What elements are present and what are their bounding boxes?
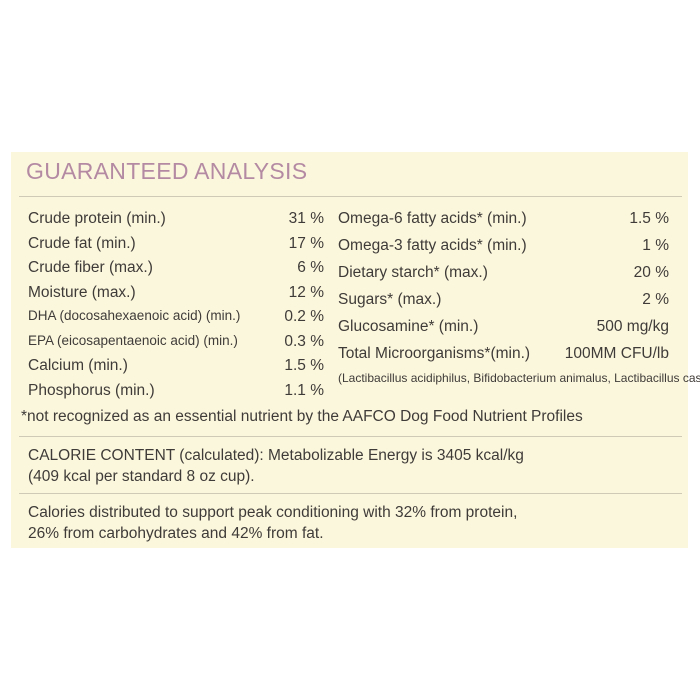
nutrient-label: Omega-6 fatty acids* (min.) (338, 210, 527, 227)
guaranteed-analysis-panel: GUARANTEED ANALYSIS Crude protein (min.)… (11, 152, 700, 548)
microorganisms-value: 100MM CFU/lb (564, 345, 669, 362)
microorganisms-label: Total Microorganisms*(min.) (338, 345, 531, 362)
nutrient-label: Dietary starch* (max.) (338, 264, 488, 281)
distribution-line-1: Calories distributed to support peak con… (28, 504, 518, 521)
nutrient-row: Dietary starch* (max.) 20 % (338, 264, 669, 291)
right-nutrient-column: Omega-6 fatty acids* (min.) 1.5 % Omega-… (338, 210, 700, 397)
nutrient-value: 1.1 % (284, 381, 324, 399)
footnote-divider (19, 436, 682, 437)
calorie-line-1: CALORIE CONTENT (calculated): Metaboliza… (28, 447, 524, 464)
calorie-divider (19, 493, 682, 494)
nutrient-value: 20 % (633, 264, 669, 281)
nutrient-row: Omega-3 fatty acids* (min.) 1 % (338, 237, 669, 264)
calorie-line-2: (409 kcal per standard 8 oz cup). (28, 468, 255, 485)
nutrient-row: Sugars* (max.) 2 % (338, 291, 669, 318)
nutrient-value: 500 mg/kg (596, 318, 669, 335)
nutrient-value: 1.5 % (284, 357, 324, 374)
nutrient-value: 1 % (642, 237, 669, 254)
nutrient-label: Phosphorus (min.) (28, 381, 155, 399)
distribution-line-2: 26% from carbohydrates and 42% from fat. (28, 525, 324, 542)
nutrient-label: Sugars* (max.) (338, 291, 442, 308)
nutrient-row: Phosphorus (min.) 1.1 % (28, 382, 324, 407)
section-title: GUARANTEED ANALYSIS (26, 158, 308, 184)
nutrient-label: Moisture (max.) (28, 283, 136, 301)
nutrient-row: Calcium (min.) 1.5 % (28, 357, 324, 382)
nutrient-label: Crude fat (min.) (28, 234, 136, 252)
calorie-distribution: Calories distributed to support peak con… (28, 502, 517, 544)
nutrient-value: 2 % (642, 291, 669, 308)
nutrient-row: Crude fat (min.) 17 % (28, 235, 324, 260)
nutrient-label: Crude fiber (max.) (28, 259, 153, 276)
left-nutrient-column: Crude protein (min.) 31 % Crude fat (min… (28, 210, 324, 406)
nutrient-row: Omega-6 fatty acids* (min.) 1.5 % (338, 210, 669, 237)
nutrient-row: Moisture (max.) 12 % (28, 284, 324, 309)
nutrient-label: Calcium (min.) (28, 357, 128, 374)
nutrient-label: Glucosamine* (min.) (338, 318, 479, 335)
nutrient-row: DHA (docosahexaenoic acid) (min.) 0.2 % (28, 308, 324, 333)
nutrient-label: DHA (docosahexaenoic acid) (min.) (28, 308, 241, 323)
calorie-content: CALORIE CONTENT (calculated): Metaboliza… (28, 445, 524, 487)
microorganisms-row: Total Microorganisms*(min.) 100MM CFU/lb… (338, 345, 700, 397)
nutrient-value: 1.5 % (629, 210, 669, 227)
nutrient-label: Crude protein (min.) (28, 210, 166, 227)
nutrient-label: EPA (eicosapentaenoic acid) (min.) (28, 332, 238, 348)
aafco-footnote: *not recognized as an essential nutrient… (21, 408, 583, 425)
nutrient-value: 17 % (288, 234, 324, 252)
nutrient-value: 6 % (297, 259, 324, 276)
nutrient-label: Omega-3 fatty acids* (min.) (338, 237, 527, 254)
title-divider (19, 196, 682, 197)
nutrient-value: 0.3 % (284, 332, 324, 350)
nutrient-row: Crude fiber (max.) 6 % (28, 259, 324, 284)
microorganisms-names: (Lactibacillus acidiphilus, Bifidobacter… (338, 371, 700, 385)
nutrient-row: EPA (eicosapentaenoic acid) (min.) 0.3 % (28, 333, 324, 358)
nutrient-value: 31 % (288, 210, 324, 227)
nutrient-row: Glucosamine* (min.) 500 mg/kg (338, 318, 669, 345)
nutrient-value: 0.2 % (284, 308, 324, 325)
nutrient-value: 12 % (288, 283, 324, 301)
nutrient-row: Crude protein (min.) 31 % (28, 210, 324, 235)
